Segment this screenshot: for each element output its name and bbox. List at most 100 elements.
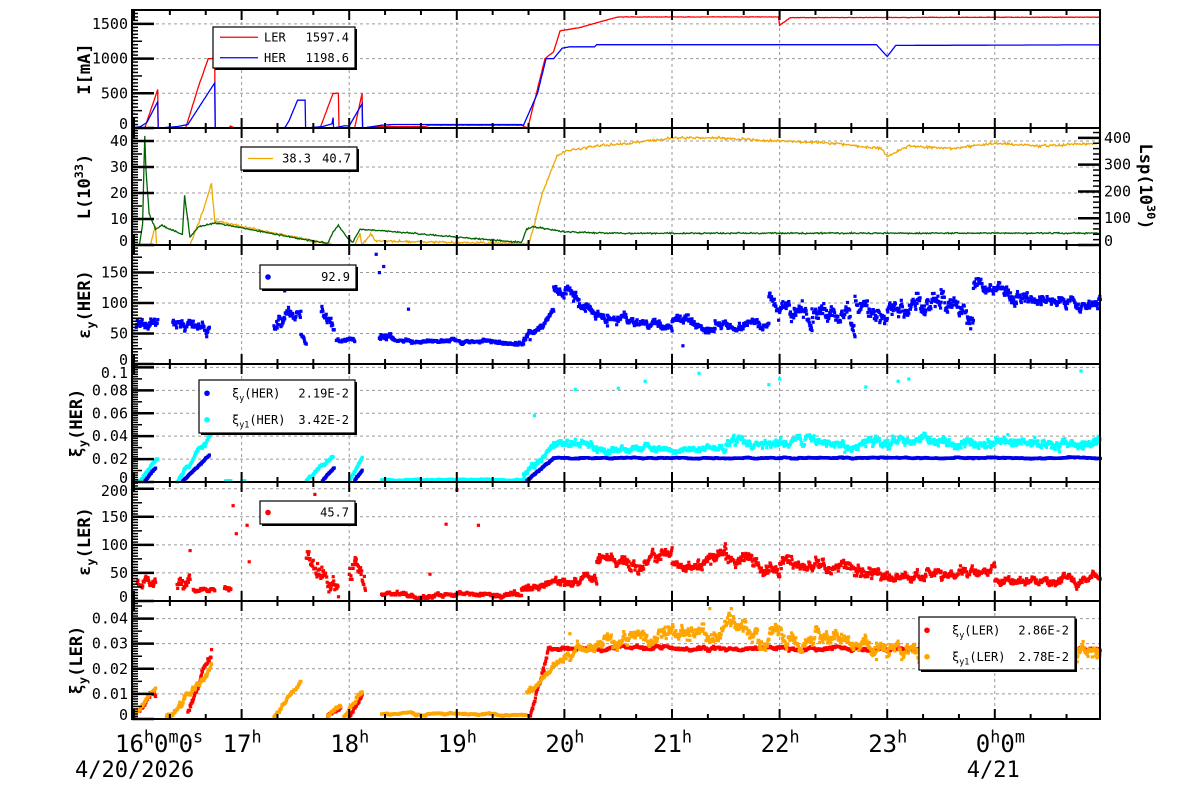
data-point [692,320,696,324]
data-point [1014,301,1018,305]
data-point [827,317,831,321]
data-point [550,311,554,315]
series-line-HER [131,44,1101,129]
data-point [720,443,724,448]
data-point [283,317,287,321]
data-point [631,317,635,321]
data-point [703,331,708,335]
data-point [1018,293,1022,297]
data-point [332,466,336,470]
data-point [356,464,360,468]
data-point [350,475,354,479]
data-point [176,586,180,590]
data-point [866,435,871,440]
data-point [970,439,974,443]
data-point [1002,292,1006,296]
data-point [1065,441,1069,445]
data-point [746,444,751,448]
data-point [360,455,364,459]
data-point [180,579,185,583]
data-point [605,320,609,324]
data-point [801,315,805,319]
data-point [891,434,895,438]
data-point [856,447,860,451]
data-point [843,312,847,316]
data-point [966,438,971,442]
data-point [203,445,207,449]
data-point [990,440,994,444]
data-point [1073,301,1077,305]
data-point [954,299,958,303]
data-point [525,471,529,475]
panel-5-data [135,488,1102,603]
data-point [952,447,957,451]
data-point [724,448,728,452]
data-point [1025,294,1029,298]
data-point [814,440,818,445]
data-point [1011,444,1015,448]
data-point [658,321,662,325]
data-point [907,312,911,316]
data-point [178,321,182,325]
data-point [833,311,837,315]
data-point [387,335,391,339]
data-point [359,566,363,570]
data-point [731,435,735,439]
data-point [143,326,147,330]
data-point [896,439,900,443]
data-point [902,441,907,445]
data-point [955,303,959,307]
data-point [787,299,791,304]
data-point [318,567,322,572]
data-point [866,314,871,318]
data-point [596,309,600,313]
data-point [148,321,152,325]
data-point [1006,288,1010,292]
data-point [962,438,966,442]
data-point [808,436,812,441]
data-point [865,304,869,308]
data-point [227,589,231,593]
data-point [976,282,980,286]
data-point [690,317,694,321]
data-point [558,287,562,291]
data-point [331,323,335,327]
data-point [778,310,782,315]
data-point [572,291,576,295]
data-point [243,479,247,483]
data-point [936,444,940,448]
data-point [384,338,388,342]
data-point [677,316,681,320]
data-point [944,306,949,310]
data-point [707,331,711,335]
data-point [1029,295,1034,300]
data-point [863,303,867,308]
data-point [900,302,904,306]
data-point [741,436,745,440]
data-point [1009,438,1013,442]
data-point [996,284,1000,288]
data-point [887,447,892,451]
data-point [899,298,903,302]
data-point [657,445,661,449]
data-point [1013,304,1017,308]
data-point [325,575,329,579]
data-point [526,583,531,587]
data-point [925,435,929,439]
data-point [902,315,906,319]
data-point [153,577,157,581]
data-point [196,449,200,453]
data-point [947,443,951,447]
data-point [861,303,865,307]
data-point [362,574,366,578]
data-point [633,323,637,327]
data-point [315,575,319,579]
data-point [577,298,581,302]
data-point [969,327,973,331]
data-point [141,477,145,481]
data-point [547,582,551,587]
data-point [352,563,356,567]
data-point [354,557,358,561]
data-point [891,309,895,313]
data-point [1058,445,1062,449]
